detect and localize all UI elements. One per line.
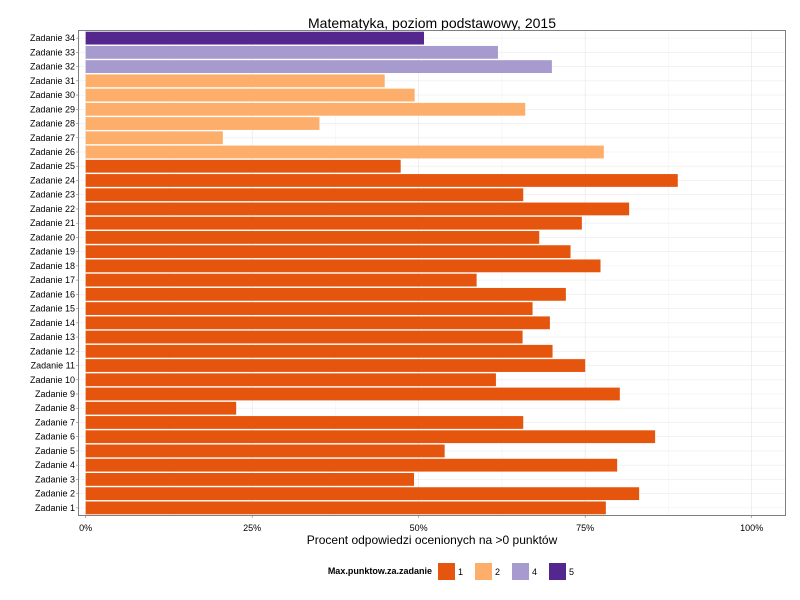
bar <box>85 145 604 159</box>
y-tick-label: Zadanie 2 <box>35 489 75 499</box>
bar <box>85 302 533 315</box>
legend-swatch <box>512 563 529 580</box>
bar <box>85 188 524 202</box>
y-tick-label: Zadanie 11 <box>31 361 75 371</box>
bar <box>85 117 320 130</box>
y-tick-label: Zadanie 34 <box>30 33 75 43</box>
x-tick-label: 50% <box>410 523 428 533</box>
bar <box>85 102 526 116</box>
legend-label: 2 <box>495 567 500 577</box>
y-tick-label: Zadanie 10 <box>30 375 75 385</box>
bar <box>85 259 601 273</box>
y-axis-labels: Zadanie 1 Zadanie 2 Zadanie 3 Zadanie 4 Zada… <box>30 33 79 513</box>
x-tick-label: 100% <box>740 523 763 533</box>
y-tick-label: Zadanie 8 <box>35 403 75 413</box>
y-tick-label: Zadanie 15 <box>30 304 75 314</box>
y-tick-label: Zadanie 28 <box>30 119 75 129</box>
bar <box>85 473 415 486</box>
x-tick-label: 0% <box>79 523 92 533</box>
y-tick-label: Zadanie 19 <box>30 247 75 257</box>
legend: Max.punktow.za.zadanie 1 2 4 5 <box>328 563 574 580</box>
y-tick-label: Zadanie 16 <box>30 289 75 299</box>
y-tick-label: Zadanie 21 <box>30 218 75 228</box>
legend-label: 5 <box>569 567 574 577</box>
bar <box>85 60 552 73</box>
y-tick-label: Zadanie 32 <box>30 62 75 72</box>
y-tick-label: Zadanie 20 <box>30 232 75 242</box>
y-tick-label: Zadanie 9 <box>35 389 75 399</box>
y-tick-label: Zadanie 4 <box>35 460 75 470</box>
bar <box>85 216 582 230</box>
y-tick-label: Zadanie 30 <box>30 90 75 100</box>
bar <box>85 231 540 244</box>
bar <box>85 330 523 344</box>
bars <box>85 31 678 515</box>
y-tick-label: Zadanie 33 <box>30 47 75 57</box>
bar <box>85 444 445 458</box>
y-tick-label: Zadanie 12 <box>30 346 75 356</box>
bar <box>85 88 415 102</box>
bar <box>85 344 553 358</box>
bar <box>85 45 498 59</box>
legend-swatch <box>549 563 566 580</box>
bar <box>85 487 640 501</box>
y-tick-label: Zadanie 22 <box>30 204 75 214</box>
y-tick-label: Zadanie 31 <box>30 76 75 86</box>
bar <box>85 316 550 330</box>
y-tick-label: Zadanie 23 <box>30 190 75 200</box>
y-tick-label: Zadanie 1 <box>35 503 75 513</box>
legend-swatch <box>475 563 492 580</box>
x-axis-ticks: 0% 25% 50% 75% 100% <box>79 515 763 533</box>
y-tick-label: Zadanie 13 <box>30 332 75 342</box>
bar <box>85 359 586 372</box>
legend-label: 1 <box>458 567 463 577</box>
bar <box>85 273 477 287</box>
bar <box>85 430 656 444</box>
x-axis-title: Procent odpowiedzi ocenionych na >0 punk… <box>307 533 558 547</box>
bar <box>85 131 223 145</box>
bar <box>85 416 524 429</box>
bar <box>85 373 496 387</box>
bar <box>85 31 425 45</box>
bar <box>85 174 678 187</box>
x-tick-label: 25% <box>243 523 261 533</box>
bar <box>85 202 630 216</box>
bar <box>85 501 606 515</box>
x-tick-label: 75% <box>576 523 594 533</box>
y-tick-label: Zadanie 17 <box>30 275 75 285</box>
y-tick-label: Zadanie 29 <box>30 104 75 114</box>
bar <box>85 458 618 472</box>
y-tick-label: Zadanie 6 <box>35 432 75 442</box>
y-tick-label: Zadanie 27 <box>30 133 75 143</box>
legend-swatch <box>438 563 455 580</box>
chart-title: Matematyka, poziom podstawowy, 2015 <box>308 15 556 31</box>
y-tick-label: Zadanie 5 <box>35 446 75 456</box>
bar <box>85 245 571 259</box>
bar <box>85 401 237 415</box>
y-tick-label: Zadanie 3 <box>35 474 75 484</box>
bar <box>85 159 401 173</box>
legend-title: Max.punktow.za.zadanie <box>328 566 432 576</box>
y-tick-label: Zadanie 24 <box>30 175 75 185</box>
y-tick-label: Zadanie 18 <box>30 261 75 271</box>
bar <box>85 387 620 401</box>
legend-label: 4 <box>532 567 537 577</box>
y-tick-label: Zadanie 14 <box>30 318 75 328</box>
y-tick-label: Zadanie 26 <box>30 147 75 157</box>
bar <box>85 74 385 88</box>
y-tick-label: Zadanie 7 <box>35 417 75 427</box>
bar <box>85 287 566 301</box>
y-tick-label: Zadanie 25 <box>30 161 75 171</box>
